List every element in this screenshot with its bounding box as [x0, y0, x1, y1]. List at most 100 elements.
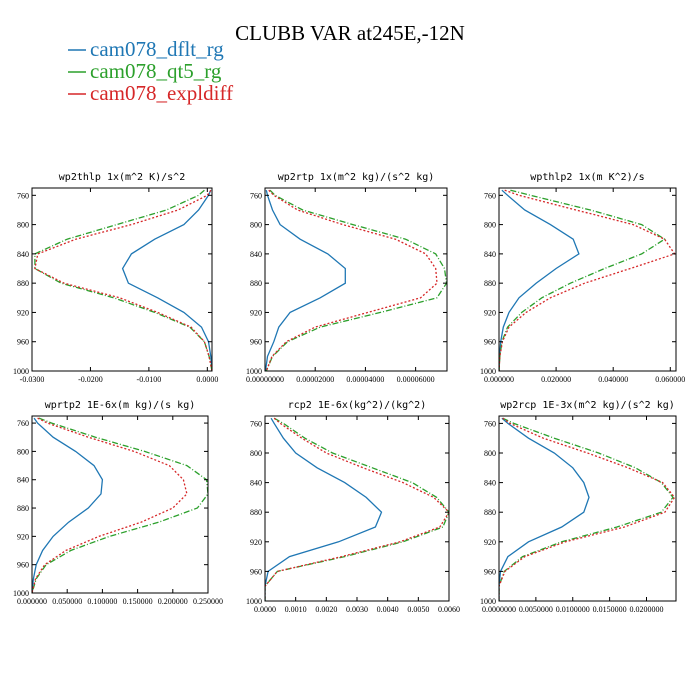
ytick-label-4-5: 960 — [250, 567, 262, 576]
xtick-label-2-2: 0.040000 — [598, 375, 628, 384]
series-line-3-2 — [32, 417, 188, 593]
panel-3: wprtp2 1E-6x(m kg)/(s kg) 760 800 840 880 920… — [13, 400, 223, 606]
panel-title-1: wp2rtp 1x(m^2 kg)/(s^2 kg) — [278, 172, 435, 183]
ytick-label-2-1: 800 — [484, 221, 496, 230]
ytick-label-2-0: 760 — [484, 191, 496, 200]
xtick-label-0-2: -0.0100 — [137, 375, 162, 384]
ytick-label-0-3: 880 — [17, 279, 29, 288]
panels: wp2thlp 1x(m^2 K)/s^2 760 800 840 880 920 960 1… — [13, 172, 685, 614]
series-line-1-1 — [265, 189, 447, 371]
xtick-label-5-4: 0.0200000 — [630, 605, 664, 614]
ytick-label-5-5: 960 — [484, 567, 496, 576]
series-line-4-1 — [265, 417, 449, 601]
legend-label-2: cam078_expldiff — [90, 81, 233, 105]
xtick-label-5-1: 0.0050000 — [519, 605, 553, 614]
xtick-label-3-0: 0.000000 — [17, 597, 47, 606]
series-line-3-1 — [32, 417, 208, 593]
panel-frame-5 — [498, 415, 677, 602]
xtick-label-0-0: -0.0300 — [20, 375, 45, 384]
ytick-label-2-2: 840 — [484, 250, 496, 259]
series-line-0-2 — [34, 189, 212, 371]
ytick-label-2-5: 960 — [484, 338, 496, 347]
ytick-label-4-4: 920 — [250, 538, 262, 547]
xtick-label-3-5: 0.250000 — [193, 597, 223, 606]
xtick-label-4-0: 0.0000 — [254, 605, 276, 614]
series-line-3-0 — [32, 417, 104, 593]
figure-title: CLUBB VAR at245E,-12N — [235, 21, 465, 45]
xtick-label-4-3: 0.0030 — [346, 605, 368, 614]
ytick-label-2-6: 1000 — [480, 367, 496, 376]
panel-frame-3 — [31, 415, 209, 594]
ytick-label-3-5: 960 — [17, 561, 29, 570]
panel-title-0: wp2thlp 1x(m^2 K)/s^2 — [59, 172, 185, 183]
ytick-label-4-3: 880 — [250, 508, 262, 517]
xtick-label-1-0: 0.00000000 — [246, 375, 284, 384]
xtick-label-0-1: -0.0200 — [78, 375, 103, 384]
ytick-label-0-2: 840 — [17, 250, 29, 259]
ytick-label-4-6: 1000 — [246, 597, 262, 606]
series-line-5-1 — [499, 417, 674, 601]
ytick-label-5-3: 880 — [484, 508, 496, 517]
series-line-2-1 — [499, 189, 666, 371]
ytick-label-5-4: 920 — [484, 538, 496, 547]
ytick-label-0-4: 920 — [17, 308, 29, 317]
ytick-label-3-6: 1000 — [13, 589, 29, 598]
legend-label-1: cam078_qt5_rg — [90, 59, 222, 83]
panel-title-5: wp2rcp 1E-3x(m^2 kg)/(s^2 kg) — [500, 400, 675, 411]
panel-frame-2 — [498, 187, 677, 372]
xtick-label-0-3: 0.0000 — [196, 375, 218, 384]
ytick-label-1-1: 800 — [250, 221, 262, 230]
panel-title-4: rcp2 1E-6x(kg^2)/(kg^2) — [288, 400, 426, 411]
panel-5: wp2rcp 1E-3x(m^2 kg)/(s^2 kg) 760 800 840 88… — [480, 400, 677, 614]
xtick-label-3-4: 0.200000 — [158, 597, 188, 606]
ytick-label-0-6: 1000 — [13, 367, 29, 376]
ytick-label-0-1: 800 — [17, 221, 29, 230]
ytick-label-1-5: 960 — [250, 338, 262, 347]
xtick-label-3-2: 0.100000 — [87, 597, 117, 606]
xtick-label-3-3: 0.150000 — [123, 597, 153, 606]
xtick-label-5-0: 0.0000000 — [482, 605, 516, 614]
ytick-label-3-4: 920 — [17, 532, 29, 541]
panel-frame-4 — [264, 415, 450, 602]
panel-title-2: wpthlp2 1x(m K^2)/s — [530, 172, 644, 183]
series-line-0-0 — [121, 189, 212, 371]
ytick-label-3-3: 880 — [17, 504, 29, 513]
panel-title-3: wprtp2 1E-6x(m kg)/(s kg) — [45, 400, 196, 411]
legend-label-0: cam078_dflt_rg — [90, 37, 224, 61]
ytick-label-4-0: 760 — [250, 419, 262, 428]
ytick-label-5-6: 1000 — [480, 597, 496, 606]
panel-2: wpthlp2 1x(m K^2)/s 760 800 840 880 920 960 100… — [480, 172, 685, 384]
xtick-label-4-5: 0.0050 — [407, 605, 429, 614]
xtick-label-4-6: 0.0060 — [438, 605, 460, 614]
xtick-label-2-1: 0.020000 — [541, 375, 571, 384]
xtick-label-1-1: 0.00002000 — [296, 375, 334, 384]
ytick-label-1-4: 920 — [250, 308, 262, 317]
series-line-4-0 — [265, 417, 383, 601]
panel-4: rcp2 1E-6x(kg^2)/(kg^2) 760 800 840 880 920 96… — [246, 400, 460, 614]
ytick-label-1-2: 840 — [250, 250, 262, 259]
ytick-label-4-2: 840 — [250, 479, 262, 488]
panel-1: wp2rtp 1x(m^2 kg)/(s^2 kg) 760 800 840 880 92… — [246, 172, 448, 384]
ytick-label-4-1: 800 — [250, 449, 262, 458]
ytick-label-1-0: 760 — [250, 191, 262, 200]
ytick-label-2-4: 920 — [484, 308, 496, 317]
ytick-label-5-2: 840 — [484, 479, 496, 488]
panel-frame-0 — [31, 187, 213, 372]
ytick-label-3-0: 760 — [17, 419, 29, 428]
xtick-label-4-1: 0.0010 — [285, 605, 307, 614]
xtick-label-1-3: 0.00006000 — [397, 375, 435, 384]
legend: cam078_dflt_rgcam078_qt5_rgcam078_expldi… — [68, 37, 233, 105]
series-line-1-0 — [265, 190, 346, 371]
panel-0: wp2thlp 1x(m^2 K)/s^2 760 800 840 880 920 960 1… — [13, 172, 218, 384]
series-line-4-2 — [265, 417, 449, 601]
ytick-label-5-1: 800 — [484, 449, 496, 458]
ytick-label-3-2: 840 — [17, 476, 29, 485]
series-line-2-2 — [499, 189, 676, 371]
xtick-label-1-2: 0.00004000 — [346, 375, 384, 384]
ytick-label-1-3: 880 — [250, 279, 262, 288]
ytick-label-3-1: 800 — [17, 447, 29, 456]
xtick-label-2-3: 0.060000 — [655, 375, 685, 384]
series-line-5-2 — [499, 417, 676, 601]
xtick-label-4-4: 0.0040 — [377, 605, 399, 614]
